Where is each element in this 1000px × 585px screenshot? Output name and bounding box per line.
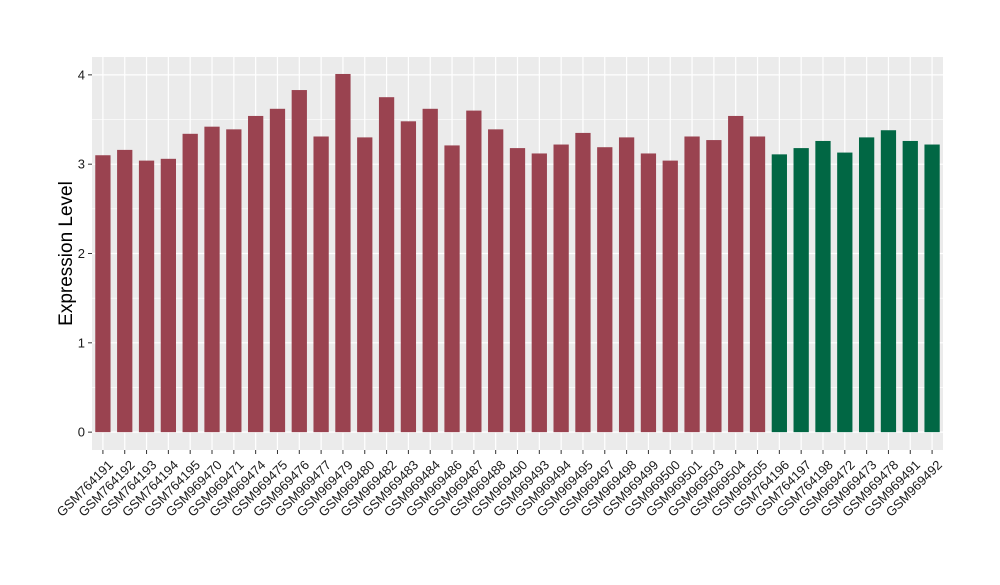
bar-gsm969500	[662, 160, 678, 433]
bar-gsm969484	[422, 108, 438, 433]
bar-gsm969491	[902, 140, 918, 433]
bar-gsm969473	[858, 137, 875, 433]
bars	[95, 73, 940, 433]
bar-gsm969470	[204, 126, 220, 433]
bar-gsm969505	[749, 136, 766, 433]
bar-gsm969492	[924, 144, 940, 433]
bar-gsm764191	[95, 155, 111, 433]
bar-gsm764194	[160, 158, 176, 433]
bar-gsm969503	[706, 140, 722, 433]
bar-gsm969501	[684, 136, 700, 433]
y-tick-label: 2	[78, 246, 85, 261]
bar-gsm969499	[640, 153, 657, 433]
y-tick-label: 1	[78, 335, 85, 350]
bar-gsm969488	[488, 129, 504, 433]
bar-gsm969474	[248, 115, 264, 433]
y-tick-label: 4	[78, 67, 85, 82]
bar-gsm969480	[357, 137, 373, 433]
bar-gsm764192	[117, 149, 133, 433]
y-tick-label: 3	[78, 157, 85, 172]
bar-gsm969471	[226, 129, 242, 433]
bar-gsm764198	[815, 140, 831, 433]
bar-gsm969483	[400, 121, 417, 433]
bar-gsm969479	[335, 73, 351, 433]
bar-gsm969493	[531, 153, 547, 433]
bar-gsm969494	[553, 144, 569, 433]
x-axis: GSM764191GSM764192GSM764193GSM764194GSM7…	[54, 450, 945, 520]
bar-gsm969498	[618, 137, 635, 433]
bar-gsm969497	[597, 147, 613, 433]
bar-gsm764197	[793, 148, 809, 433]
y-tick-label: 0	[78, 425, 85, 440]
bar-gsm969487	[466, 110, 482, 433]
bar-gsm969476	[291, 90, 307, 433]
bar-gsm969486	[444, 145, 460, 433]
bar-gsm969478	[880, 130, 897, 433]
y-axis-label: Expression Level	[56, 181, 77, 326]
bar-gsm969482	[378, 97, 395, 433]
bar-gsm969475	[269, 108, 286, 433]
y-axis: 0 1 2 3 4	[78, 67, 92, 440]
bar-gsm764193	[138, 160, 155, 433]
bar-gsm969504	[728, 115, 744, 433]
bar-gsm969490	[509, 148, 526, 433]
bar-gsm764196	[771, 154, 787, 433]
bar-gsm969472	[837, 152, 853, 433]
bar-gsm969477	[313, 136, 329, 433]
bar-gsm969495	[575, 132, 591, 433]
bar-gsm764195	[182, 133, 198, 433]
